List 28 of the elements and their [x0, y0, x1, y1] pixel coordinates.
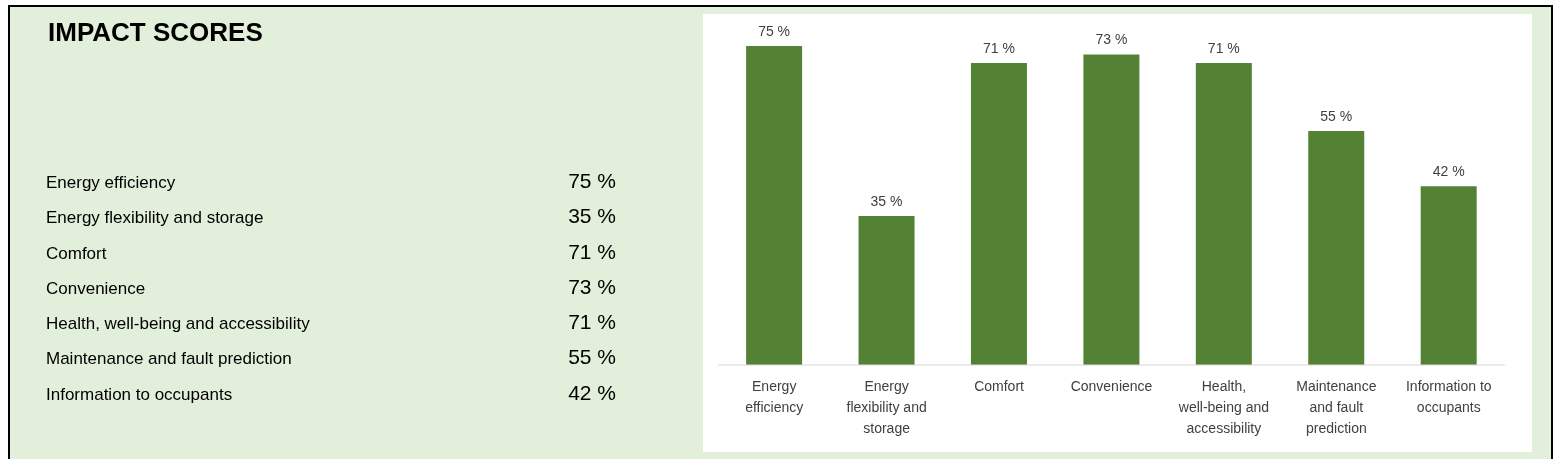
- text: 71 %: [568, 310, 616, 334]
- text: 73 %: [568, 274, 616, 298]
- x-tick-label: Information to occupants: [1405, 377, 1492, 415]
- text: 42 %: [568, 380, 616, 404]
- category-label: Energy efficiency: [46, 173, 176, 192]
- text: 35 %: [568, 204, 616, 228]
- category-label: Comfort: [46, 243, 107, 263]
- text: 71 %: [568, 239, 616, 263]
- text: 55 %: [568, 345, 616, 369]
- x-tick-label: Energy efficiency: [745, 377, 804, 415]
- data-label: 71 %: [983, 39, 1015, 56]
- category-label: Health, well-being and accessibility: [46, 314, 310, 334]
- data-label: 35 %: [870, 193, 903, 210]
- x-tick-label: Convenience: [1070, 377, 1153, 394]
- data-label: 73 %: [1095, 31, 1128, 48]
- data-label: 71 %: [1207, 39, 1240, 56]
- data-label: 75 %: [758, 22, 791, 39]
- category-label: Convenience: [46, 278, 146, 298]
- category-label: Maintenance and fault prediction: [46, 349, 292, 369]
- category-label: Energy flexibility and storage: [46, 208, 264, 228]
- text: IMPACT SCORES: [48, 17, 263, 48]
- x-tick-label: Health, well-being and accessibility: [1177, 377, 1270, 436]
- x-tick-label: Energy flexibility and storage: [846, 377, 927, 436]
- data-label: 55 %: [1320, 108, 1353, 124]
- text: 75 %: [568, 169, 616, 192]
- x-tick-label: Maintenance and fault prediction: [1296, 377, 1377, 436]
- x-tick-label: Comfort: [974, 377, 1025, 394]
- data-label: 42 %: [1432, 163, 1465, 180]
